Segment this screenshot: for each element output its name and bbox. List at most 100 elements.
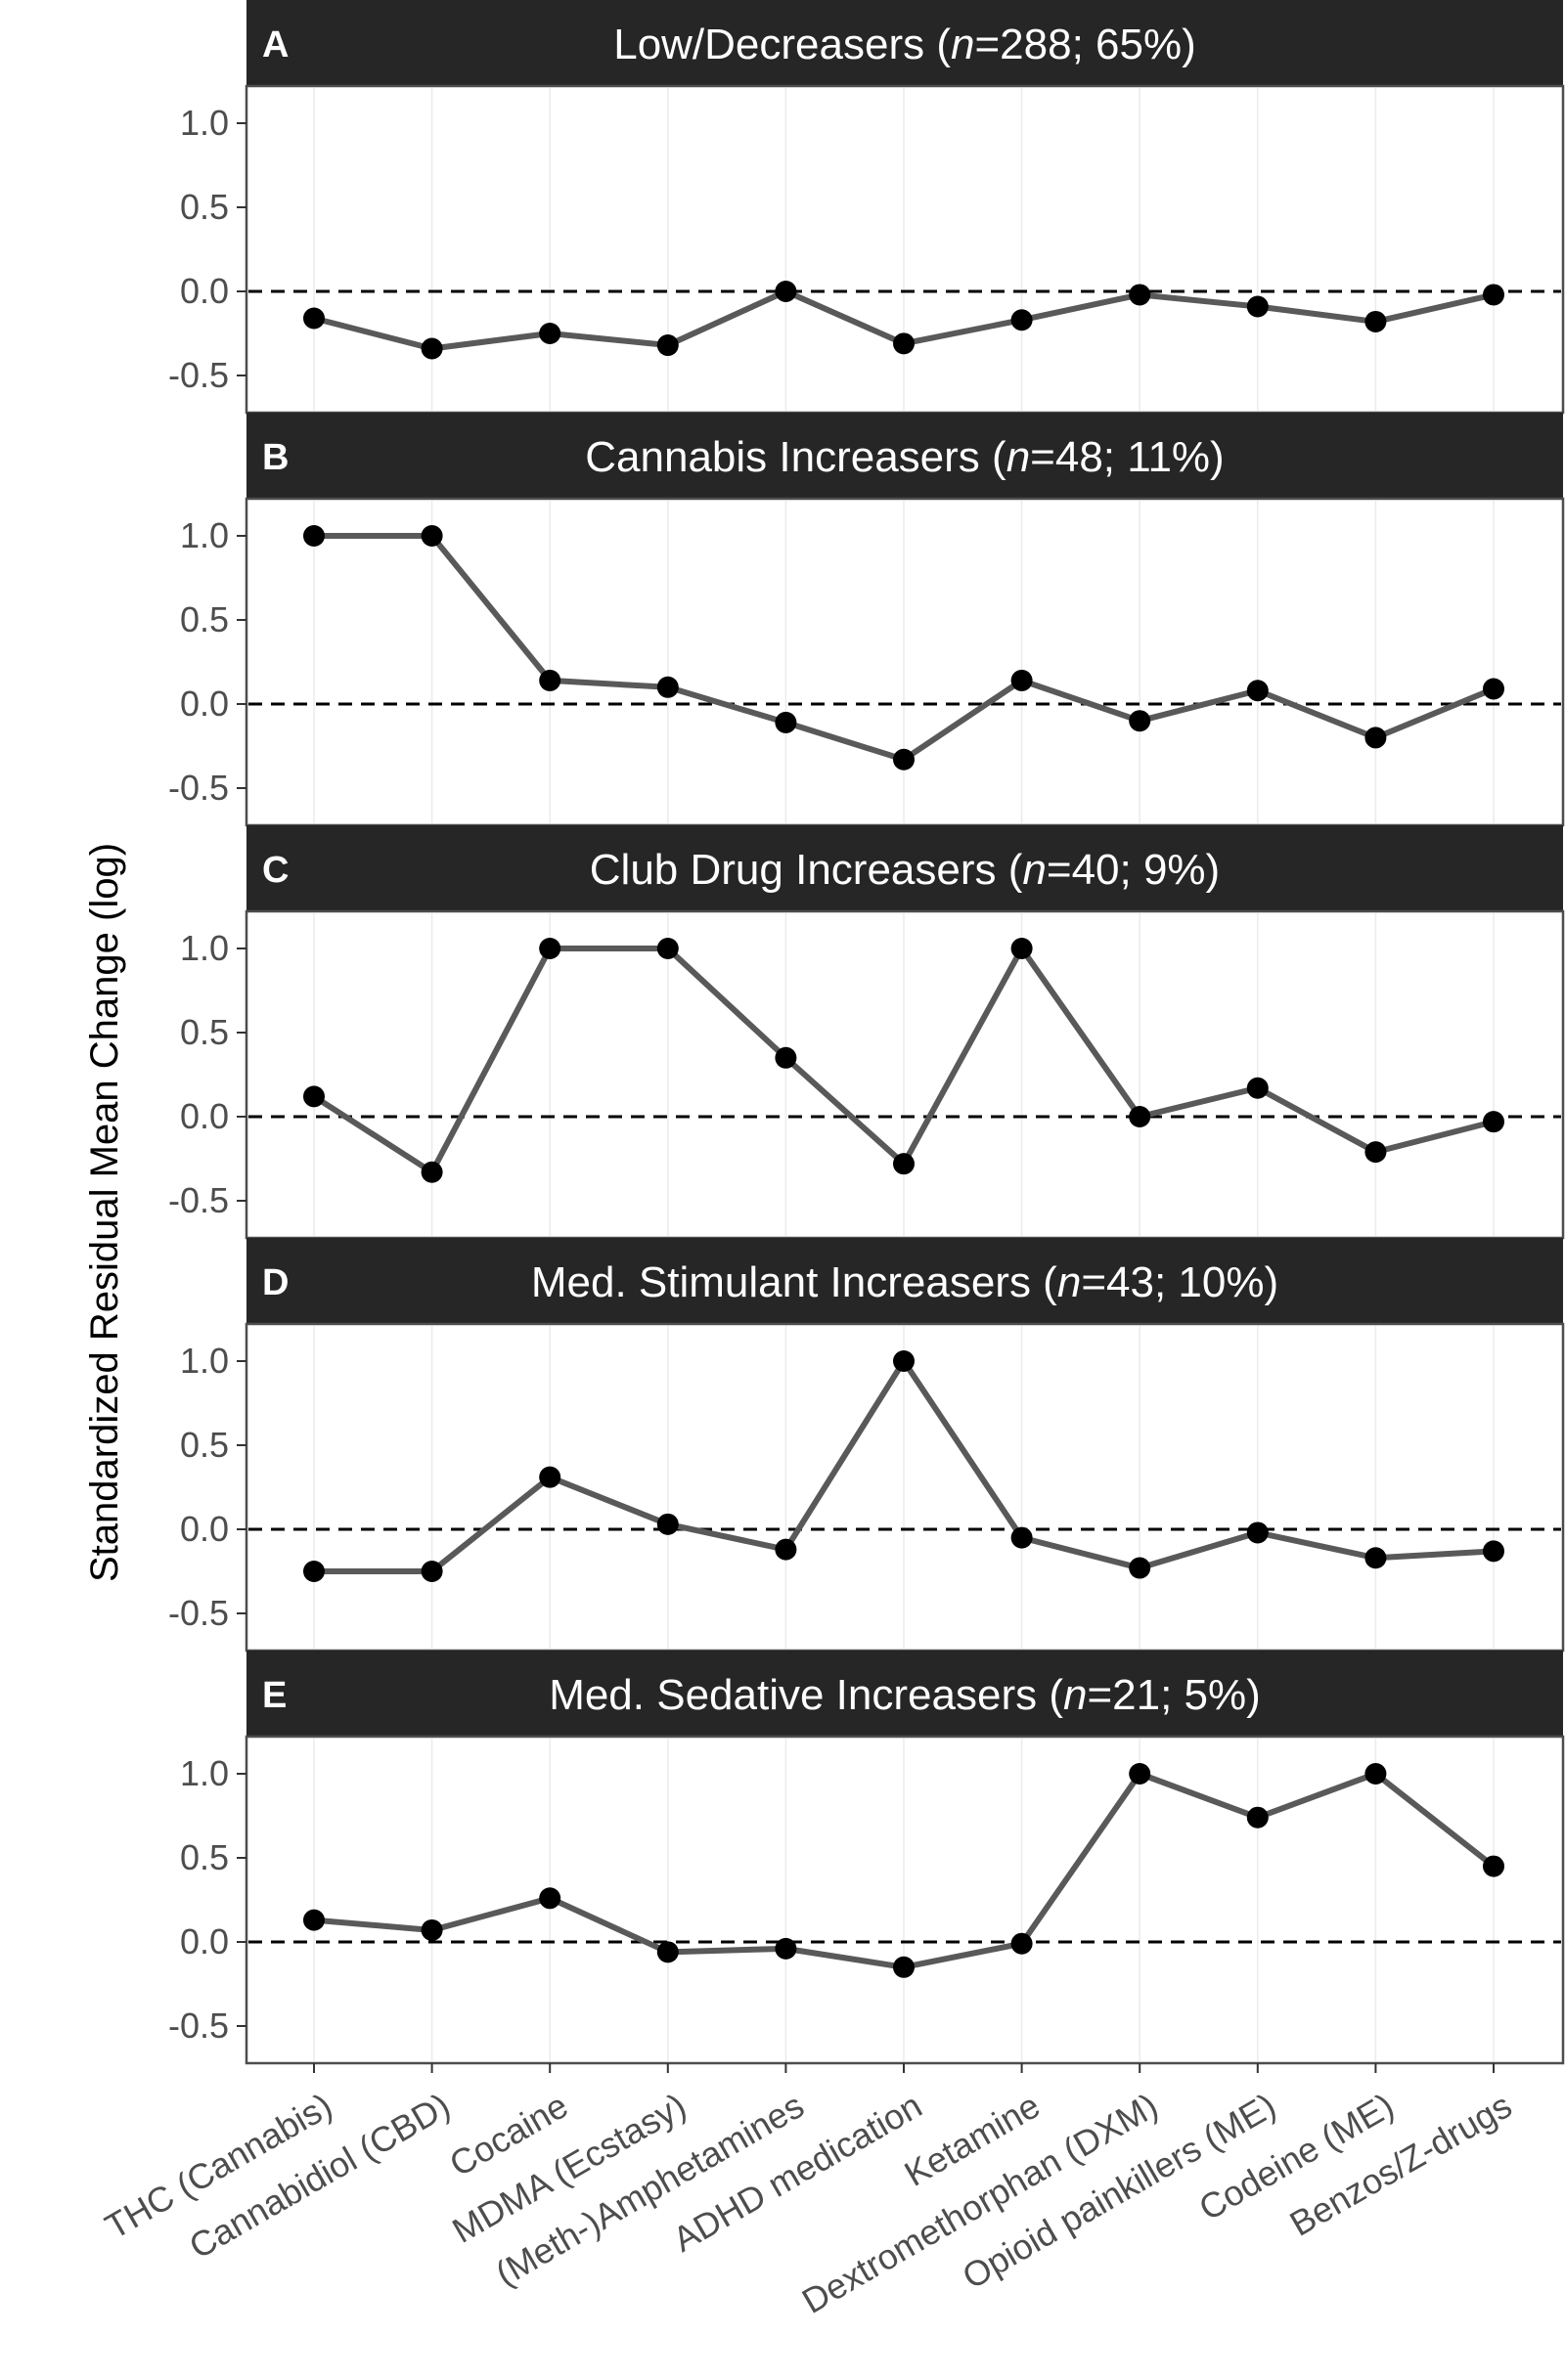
data-point — [1010, 938, 1033, 959]
y-tick-label: 1.0 — [180, 1753, 229, 1793]
data-point — [1364, 1547, 1387, 1569]
data-point — [303, 1085, 325, 1108]
data-point — [656, 1513, 679, 1535]
y-tick-label: 1.0 — [180, 103, 229, 143]
panel-e: E Med. Sedative Increasers (n=21; 5%) 1.0 0… — [168, 1651, 1565, 2065]
y-tick-label: 0.5 — [180, 599, 229, 639]
panel-plot-area — [245, 1322, 1565, 1653]
data-point — [1483, 1855, 1504, 1877]
data-point — [421, 1561, 443, 1582]
panel-c: C Club Drug Increasers (n=40; 9%) 1.0 0.5 0.… — [168, 825, 1565, 1240]
data-point — [539, 1466, 561, 1488]
data-point — [656, 334, 679, 357]
data-point — [1010, 1932, 1033, 1955]
data-point — [1129, 1557, 1151, 1579]
data-point — [1483, 678, 1504, 700]
y-tick-label: -0.5 — [168, 1180, 229, 1220]
y-tick-label: 0.0 — [180, 271, 229, 311]
data-point — [1483, 1540, 1504, 1563]
data-point — [775, 1937, 797, 1960]
panel-title: Med. Stimulant Increasers (n=43; 10%) — [531, 1258, 1278, 1306]
y-tick-label: 0.0 — [180, 1096, 229, 1136]
data-point — [775, 711, 797, 733]
y-tick-label: 0.0 — [180, 1509, 229, 1549]
data-point — [1129, 1763, 1151, 1785]
data-point — [893, 332, 915, 355]
panel-plot-area — [245, 909, 1565, 1240]
data-point — [1246, 1806, 1269, 1829]
y-tick-label: 0.5 — [180, 1837, 229, 1877]
data-point — [893, 748, 915, 771]
data-point — [1129, 284, 1151, 306]
data-point — [893, 1153, 915, 1175]
data-point — [303, 1561, 325, 1582]
panel-title: Low/Decreasers (n=288; 65%) — [613, 21, 1196, 68]
y-tick-label: 0.5 — [180, 187, 229, 227]
y-tick-label: 1.0 — [180, 928, 229, 968]
data-point — [1129, 710, 1151, 732]
data-point — [1246, 680, 1269, 702]
data-point — [421, 1918, 443, 1941]
panel-d: D Med. Stimulant Increasers (n=43; 10%) 1.… — [168, 1238, 1565, 1653]
data-point — [1246, 295, 1269, 318]
data-point — [1246, 1521, 1269, 1544]
y-tick-label: 0.5 — [180, 1425, 229, 1465]
data-point — [1010, 669, 1033, 691]
panel-plot-area — [245, 497, 1565, 827]
panel-title: Cannabis Increasers (n=48; 11%) — [585, 433, 1224, 481]
y-tick-label: 0.5 — [180, 1012, 229, 1052]
panel-plot-area — [245, 84, 1565, 415]
panel-title: Club Drug Increasers (n=40; 9%) — [590, 846, 1220, 894]
y-tick-label: -0.5 — [168, 355, 229, 395]
panel-strip — [246, 825, 1563, 911]
data-point — [539, 938, 561, 959]
panels: A Low/Decreasers (n=288; 65%) 1.0 0.5 0.0 -0.… — [168, 0, 1565, 2065]
y-tick-label: -0.5 — [168, 1593, 229, 1633]
panel-strip — [246, 413, 1563, 499]
panel-letter: C — [262, 850, 289, 891]
y-tick-label: -0.5 — [168, 768, 229, 808]
data-point — [775, 281, 797, 302]
data-point — [421, 1161, 443, 1183]
y-tick-label: 0.0 — [180, 683, 229, 724]
data-point — [656, 938, 679, 959]
x-axis: THC (Cannabis)Cannabidiol (CBD)CocaineMD… — [98, 2063, 1518, 2321]
panel-letter: B — [262, 437, 289, 478]
data-point — [421, 337, 443, 360]
panel-strip — [246, 1238, 1563, 1324]
panel-b: B Cannabis Increasers (n=48; 11%) 1.0 0.5 0.… — [168, 413, 1565, 827]
panel-strip — [246, 1651, 1563, 1737]
data-point — [775, 1538, 797, 1561]
y-axis-title: Standardized Residual Mean Change (log) — [83, 843, 126, 1582]
data-point — [303, 525, 325, 547]
data-point — [1364, 1141, 1387, 1164]
data-point — [1483, 1111, 1504, 1133]
data-point — [1246, 1077, 1269, 1099]
data-point — [303, 307, 325, 330]
y-tick-label: 0.0 — [180, 1921, 229, 1961]
data-point — [1364, 727, 1387, 749]
data-point — [1364, 310, 1387, 332]
data-point — [656, 1941, 679, 1963]
data-point — [1364, 1763, 1387, 1785]
data-point — [1010, 1526, 1033, 1549]
data-point — [775, 1046, 797, 1069]
data-point — [893, 1350, 915, 1372]
panel-letter: D — [262, 1262, 289, 1303]
y-tick-label: -0.5 — [168, 2005, 229, 2046]
data-point — [893, 1956, 915, 1978]
panel-letter: A — [262, 24, 289, 66]
data-point — [1010, 309, 1033, 331]
panel-plot-area — [245, 1735, 1565, 2065]
panel-strip — [246, 0, 1563, 86]
data-point — [303, 1909, 325, 1931]
panel-title: Med. Sedative Increasers (n=21; 5%) — [549, 1671, 1261, 1719]
data-point — [656, 676, 679, 698]
data-point — [1483, 284, 1504, 306]
data-point — [539, 1887, 561, 1910]
data-point — [421, 525, 443, 547]
panel-a: A Low/Decreasers (n=288; 65%) 1.0 0.5 0.0 -0.… — [168, 0, 1565, 415]
y-tick-label: 1.0 — [180, 1341, 229, 1381]
panel-letter: E — [262, 1675, 287, 1716]
